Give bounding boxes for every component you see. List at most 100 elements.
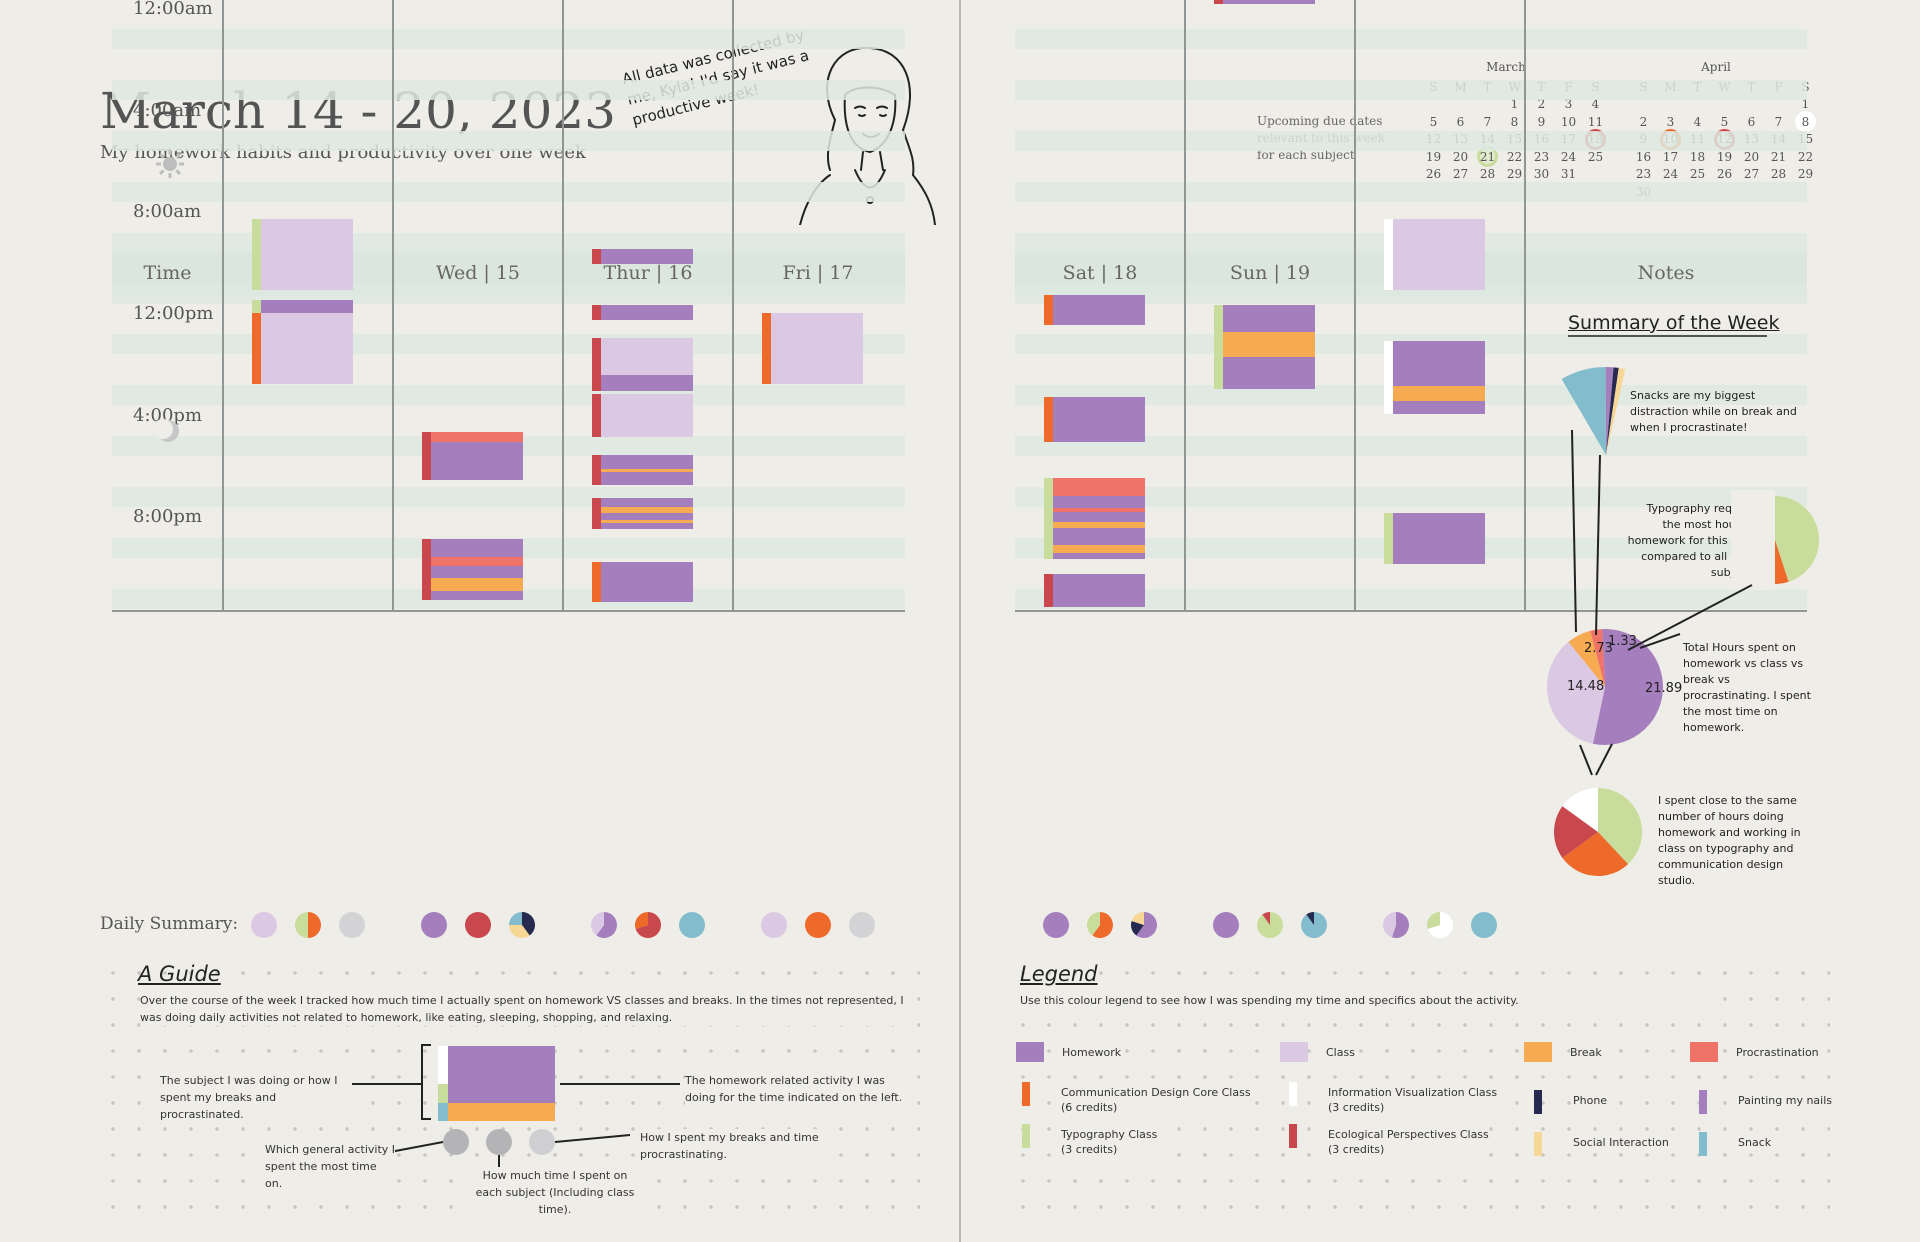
moon-shadow: [153, 419, 173, 439]
daily-pie: [635, 912, 662, 938]
connector-line: [1579, 744, 1593, 776]
legend-swatch: [1534, 1132, 1542, 1156]
totals-pie-label: 1.33: [1608, 634, 1637, 649]
guide-bar-blue: [438, 1103, 448, 1121]
guide-ann-subject: The subject I was doing or how I spent m…: [160, 1072, 350, 1123]
session-subject-bar: [422, 538, 431, 600]
session-activity-block: [601, 468, 693, 472]
calendar-day: 22: [1792, 148, 1819, 166]
session-subject-bar: [1044, 477, 1053, 560]
session-activity-block: [1053, 552, 1145, 560]
session-activity-block: [601, 375, 693, 392]
calendar-day: 10: [1555, 113, 1582, 131]
grid-band: [112, 486, 905, 507]
guide-pointers: [352, 1083, 680, 1172]
session-subject-bar: [252, 218, 261, 290]
daily-pie: [465, 912, 491, 938]
calendar-day: 5: [1420, 113, 1447, 131]
daily-pie: [679, 912, 705, 938]
column-divider: [1184, 0, 1186, 610]
legend-label: Information Visualization Class (3 credi…: [1328, 1085, 1498, 1115]
session-activity-block: [431, 578, 523, 591]
calendar-day: 25: [1684, 166, 1711, 184]
daily-pie-slice-0: [849, 912, 875, 938]
calendar-day-number: 1: [1801, 97, 1810, 112]
session-activity-block: [601, 393, 693, 438]
legend-swatch: [1699, 1090, 1707, 1114]
session-activity-block: [601, 454, 693, 469]
note-typography: Typography required the most hours of ho…: [1627, 502, 1760, 579]
calendar-day-number: 7: [1774, 114, 1783, 129]
daily-pie-slice-0: [679, 912, 705, 938]
calendar-day-number: 23: [1635, 167, 1652, 182]
day-header: Sun | 19: [1229, 262, 1311, 284]
calendar-day-number: 30: [1533, 167, 1550, 182]
sun-ray: [159, 169, 165, 175]
session-activity-block: [601, 249, 693, 265]
calendar-day: 7: [1474, 113, 1501, 131]
daily-pie: [805, 912, 831, 938]
daily-pie-slice-0: [308, 912, 321, 938]
totals-pie-slice-2: [1568, 630, 1605, 687]
legend-label: Homework: [1062, 1045, 1122, 1060]
calendar-day-number: 6: [1456, 114, 1465, 129]
session-activity-block: [1393, 401, 1485, 415]
calendar-day-number: 4: [1591, 97, 1600, 112]
calendar-day-number: 22: [1797, 149, 1814, 164]
session-subject-bar: [1044, 294, 1053, 326]
calendar-day-number: 3: [1666, 114, 1675, 129]
daily-pie: [1427, 912, 1453, 938]
calendar-day: 21: [1765, 148, 1792, 166]
grid-band: [1015, 131, 1807, 152]
daily-summary-label: Daily Summary:: [100, 914, 239, 934]
calendar-due-marker: [1795, 111, 1816, 132]
guide-bar-green: [438, 1084, 448, 1103]
legend-swatch: [1699, 1132, 1707, 1156]
session-activity-block: [601, 338, 693, 376]
calendar-day: 11: [1582, 113, 1609, 131]
session-activity-block: [1223, 357, 1315, 389]
guide-bracket: [421, 1044, 431, 1120]
calendar-day-number: 18: [1689, 149, 1706, 164]
legend-swatch: [1022, 1124, 1030, 1148]
session-subject-bar: [252, 312, 261, 384]
legend-text: Use this colour legend to see how I was …: [1020, 992, 1720, 1009]
daily-pie-slice-0: [522, 912, 536, 936]
totals-pie-slice-3: [1590, 629, 1605, 687]
daily-pie-slice-0: [1471, 912, 1497, 938]
book-spine: [959, 0, 961, 1242]
totals-pie-slice-0: [1592, 629, 1663, 745]
session-activity-block: [601, 498, 693, 508]
grid-baseline: [1015, 610, 1807, 612]
grid-band: [112, 131, 905, 152]
day-header: Sat | 18: [1062, 262, 1138, 284]
daily-pie-slice-0: [1427, 912, 1453, 938]
calendar-day: 31: [1555, 166, 1582, 184]
session-subject-bar: [592, 454, 601, 486]
note-classes: I spent close to the same number of hour…: [1658, 794, 1801, 887]
daily-pie-slice-1: [1383, 912, 1396, 938]
session-activity-block: [1223, 305, 1315, 332]
sun-core: [163, 157, 177, 171]
daily-pie-slice-0: [1092, 912, 1113, 938]
calendar-day-number: 25: [1689, 167, 1706, 182]
connector-line: [1595, 743, 1613, 776]
guide-dot-1: [443, 1129, 469, 1155]
legend-label: Class: [1326, 1045, 1355, 1060]
legend-label: Procrastination: [1736, 1045, 1819, 1060]
totals-pie-label: 14.48: [1567, 679, 1604, 694]
session-activity-block: [1223, 0, 1315, 4]
note-snack: Snacks are my biggest distraction while …: [1630, 389, 1797, 434]
session-activity-block: [601, 561, 693, 603]
daily-pie-slice-0: [465, 912, 491, 938]
session-subject-bar: [592, 305, 601, 321]
calendar-day-number: 5: [1720, 114, 1729, 129]
daily-pie-slice-0: [596, 912, 618, 938]
calendar-day-number: 23: [1533, 149, 1550, 164]
sun-ray: [175, 153, 181, 159]
time-label: 12:00am: [133, 0, 213, 19]
daily-pie: [1471, 912, 1497, 938]
session-subject-bar: [1044, 396, 1053, 443]
calendar-day: 30: [1528, 166, 1555, 184]
calendar-day-number: 24: [1662, 167, 1679, 182]
